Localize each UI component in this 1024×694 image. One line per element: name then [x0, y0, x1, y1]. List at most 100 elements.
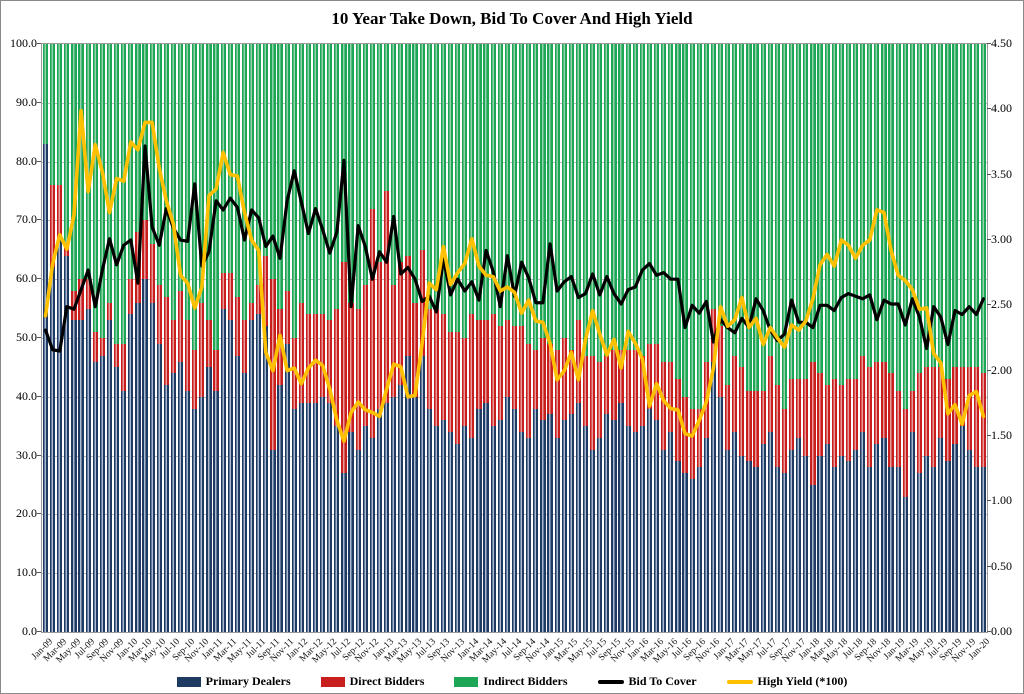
- stacked-bar: [412, 44, 418, 632]
- indirect-segment: [85, 44, 91, 280]
- indirect-segment: [924, 44, 930, 368]
- direct-segment: [50, 185, 56, 268]
- indirect-segment: [227, 44, 233, 274]
- primary-segment: [682, 473, 688, 632]
- indirect-segment: [881, 44, 887, 362]
- stacked-bar: [924, 44, 930, 632]
- primary-segment: [412, 396, 418, 632]
- right-axis-label: 0.50: [991, 558, 1012, 573]
- indirect-segment: [568, 44, 574, 350]
- stacked-bar: [966, 44, 972, 632]
- primary-segment: [170, 373, 177, 632]
- primary-segment: [845, 461, 852, 632]
- primary-segment: [106, 320, 113, 632]
- primary-segment: [959, 426, 965, 632]
- left-axis-label: 50.0: [16, 330, 37, 344]
- direct-segment: [227, 273, 233, 321]
- primary-segment: [604, 414, 610, 632]
- indirect-segment: [114, 44, 120, 344]
- left-axis-tick: [37, 101, 41, 103]
- direct-segment: [504, 320, 510, 397]
- stacked-bar: [760, 44, 766, 632]
- primary-segment: [810, 484, 816, 632]
- right-axis-tick: [987, 108, 991, 110]
- primary-segment: [163, 385, 169, 632]
- indirect-segment: [192, 44, 198, 350]
- primary-segment: [135, 302, 141, 632]
- direct-segment: [106, 302, 113, 321]
- indirect-segment: [234, 44, 240, 297]
- stacked-bar: [348, 44, 354, 632]
- primary-segment: [348, 432, 354, 632]
- indirect-segment: [654, 44, 660, 344]
- primary-segment: [803, 455, 809, 632]
- stacked-bar: [611, 44, 617, 632]
- primary-segment: [781, 473, 788, 632]
- indirect-segment: [909, 44, 915, 391]
- primary-segment: [739, 455, 745, 632]
- indirect-segment: [291, 44, 297, 338]
- indirect-segment: [369, 44, 375, 209]
- indirect-segment: [867, 44, 873, 368]
- indirect-segment: [469, 44, 475, 315]
- stacked-bar: [817, 44, 823, 632]
- primary-segment: [710, 361, 717, 632]
- primary-segment: [213, 390, 219, 632]
- indirect-segment: [455, 44, 461, 333]
- direct-segment: [469, 314, 475, 438]
- direct-segment: [412, 302, 418, 397]
- direct-segment: [945, 379, 951, 462]
- stacked-bar: [419, 44, 425, 632]
- stacked-bar: [391, 44, 397, 632]
- stacked-bar: [298, 44, 304, 632]
- primary-segment: [384, 402, 390, 632]
- right-axis-label: 0.00: [991, 624, 1012, 638]
- primary-segment: [227, 320, 233, 632]
- indirect-segment: [554, 44, 560, 350]
- legend-item: Indirect Bidders: [454, 674, 568, 689]
- primary-segment: [369, 437, 375, 632]
- stacked-bar: [433, 44, 439, 632]
- stacked-bar: [511, 44, 518, 632]
- indirect-segment: [781, 44, 788, 409]
- right-axis-label: 3.00: [991, 232, 1012, 246]
- stacked-bar: [149, 44, 155, 632]
- indirect-segment: [618, 44, 624, 350]
- indirect-segment: [185, 44, 191, 321]
- primary-segment: [405, 355, 411, 632]
- indirect-segment: [561, 44, 567, 338]
- stacked-bar: [781, 44, 788, 632]
- direct-segment: [860, 355, 866, 433]
- direct-segment: [540, 338, 546, 421]
- direct-segment: [810, 361, 816, 485]
- indirect-segment: [703, 44, 709, 362]
- direct-segment: [888, 373, 894, 468]
- stacked-bar: [597, 44, 603, 632]
- primary-segment: [881, 437, 887, 632]
- indirect-segment: [199, 44, 205, 303]
- stacked-bar: [355, 44, 361, 632]
- left-axis-label: 70.0: [16, 212, 37, 227]
- direct-segment: [369, 208, 375, 438]
- indirect-segment: [334, 44, 340, 309]
- stacked-bar: [568, 44, 574, 632]
- indirect-segment: [597, 44, 603, 362]
- stacked-bar: [703, 44, 709, 632]
- direct-segment: [320, 314, 326, 397]
- stacked-bar: [540, 44, 546, 632]
- primary-segment: [241, 373, 248, 632]
- stacked-bar: [575, 44, 582, 632]
- stacked-bar: [497, 44, 503, 632]
- direct-segment: [234, 296, 240, 356]
- stacked-bar: [661, 44, 667, 632]
- stacked-bar: [270, 44, 276, 632]
- direct-segment: [682, 396, 688, 474]
- indirect-segment: [760, 44, 766, 391]
- direct-segment: [646, 343, 653, 409]
- left-axis-tick: [37, 278, 41, 280]
- primary-segment: [142, 279, 148, 632]
- stacked-bar: [973, 44, 979, 632]
- primary-segment: [249, 320, 255, 632]
- stacked-bar: [192, 44, 198, 632]
- direct-segment: [916, 373, 923, 474]
